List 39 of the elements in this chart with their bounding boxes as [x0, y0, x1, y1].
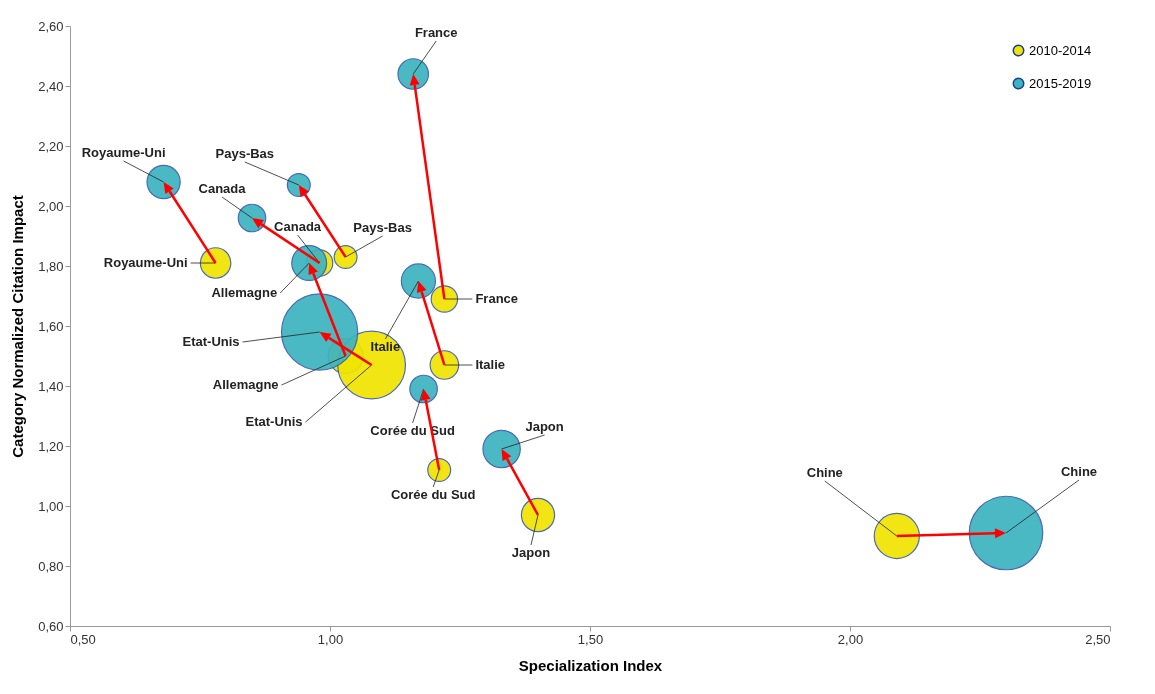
- x-tick-label: 1,50: [577, 631, 604, 647]
- annotation: Royaume-Uni: [103, 255, 188, 270]
- annotation: Japon: [511, 545, 551, 560]
- annotation: Canada: [198, 181, 247, 196]
- annotation: Etat-Unis: [245, 414, 303, 429]
- x-tick-label: 2,50: [1085, 631, 1111, 647]
- annotation: Allemagne: [212, 377, 279, 392]
- annotation: Pays-Bas: [353, 220, 412, 235]
- x-tick-label: 1,00: [317, 631, 344, 647]
- annotation: Allemagne: [211, 285, 278, 300]
- annotation: Corée du Sud: [390, 487, 476, 502]
- annotation: Royaume-Uni: [81, 145, 166, 160]
- y-tick-label: 1,80: [38, 258, 64, 274]
- annotation: Italie: [370, 339, 401, 354]
- x-tick-label: 0,50: [70, 631, 96, 647]
- y-axis-title: Category Normalized Citation Impact: [9, 195, 27, 458]
- annotation: Chine: [1060, 464, 1098, 479]
- legend-label: 2015-2019: [1029, 75, 1092, 91]
- y-tick-label: 2,20: [38, 138, 64, 154]
- annotation: Chine: [806, 465, 843, 480]
- annotation: France: [475, 291, 519, 306]
- y-tick-label: 2,60: [38, 18, 64, 34]
- y-tick-label: 0,60: [38, 618, 64, 634]
- x-axis-title: Specialization Index: [518, 656, 663, 674]
- y-tick-label: 2,40: [38, 78, 64, 94]
- annotation: Etat-Unis: [182, 334, 240, 349]
- y-tick-label: 2,00: [38, 198, 64, 214]
- x-tick-label: 2,00: [837, 631, 864, 647]
- y-tick-label: 1,20: [38, 438, 64, 454]
- y-tick-label: 0,80: [38, 558, 64, 574]
- annotation: France: [414, 25, 458, 40]
- annotation: Pays-Bas: [215, 146, 275, 161]
- y-tick-label: 1,40: [38, 378, 64, 394]
- annotation: Canada: [274, 219, 322, 234]
- annotation: Italie: [475, 357, 506, 372]
- y-tick-label: 1,00: [38, 498, 64, 514]
- y-tick-label: 1,60: [38, 318, 64, 334]
- annotation: Japon: [525, 419, 564, 434]
- legend-label: 2010-2014: [1029, 42, 1092, 58]
